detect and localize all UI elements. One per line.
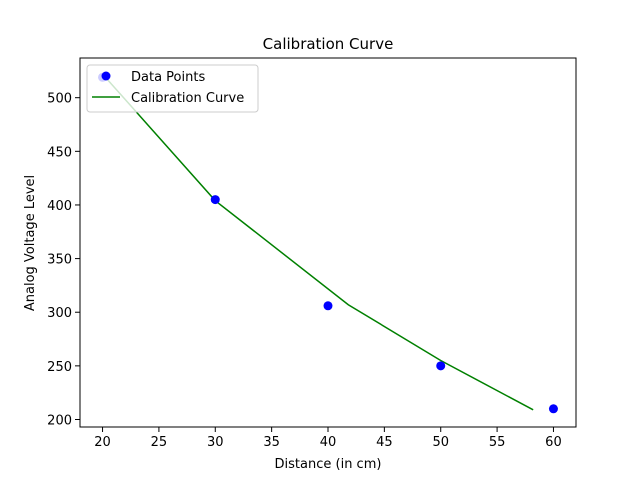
- y-tick-label: 450: [47, 145, 72, 160]
- x-tick-label: 35: [263, 435, 280, 450]
- plot-series: [98, 72, 558, 414]
- legend-marker-data-points: [101, 71, 111, 81]
- data-point: [548, 404, 558, 414]
- x-tick-label: 20: [94, 435, 111, 450]
- chart-title: Calibration Curve: [263, 35, 394, 53]
- x-tick-label: 45: [376, 435, 393, 450]
- x-tick-label: 30: [207, 435, 224, 450]
- x-tick-label: 55: [489, 435, 506, 450]
- x-axis-ticks: 20 25 30 35 40 45 50 55 60: [94, 427, 562, 450]
- y-tick-label: 250: [47, 360, 72, 375]
- legend-box: [86, 64, 259, 113]
- x-axis-label: Distance (in cm): [275, 457, 382, 472]
- x-tick-label: 40: [320, 435, 337, 450]
- y-tick-label: 300: [47, 306, 72, 321]
- x-tick-label: 60: [545, 435, 562, 450]
- legend-label-data-points: Data Points: [131, 70, 205, 85]
- calibration-curve-line: [101, 73, 534, 411]
- x-tick-label: 25: [151, 435, 168, 450]
- legend-label-calibration-curve: Calibration Curve: [131, 91, 244, 106]
- data-point: [323, 301, 333, 311]
- y-tick-label: 400: [47, 199, 72, 214]
- y-tick-label: 350: [47, 253, 72, 268]
- y-tick-label: 200: [47, 413, 72, 428]
- y-axis-ticks: 200 250 300 350 400 450 500: [47, 92, 80, 428]
- plot-area-frame: [79, 57, 577, 428]
- y-tick-label: 500: [47, 92, 72, 107]
- x-tick-label: 50: [432, 435, 449, 450]
- legend: Data Points Calibration Curve: [86, 64, 259, 113]
- data-point: [210, 195, 220, 205]
- data-point: [436, 361, 446, 371]
- y-axis-label: Analog Voltage Level: [23, 175, 38, 311]
